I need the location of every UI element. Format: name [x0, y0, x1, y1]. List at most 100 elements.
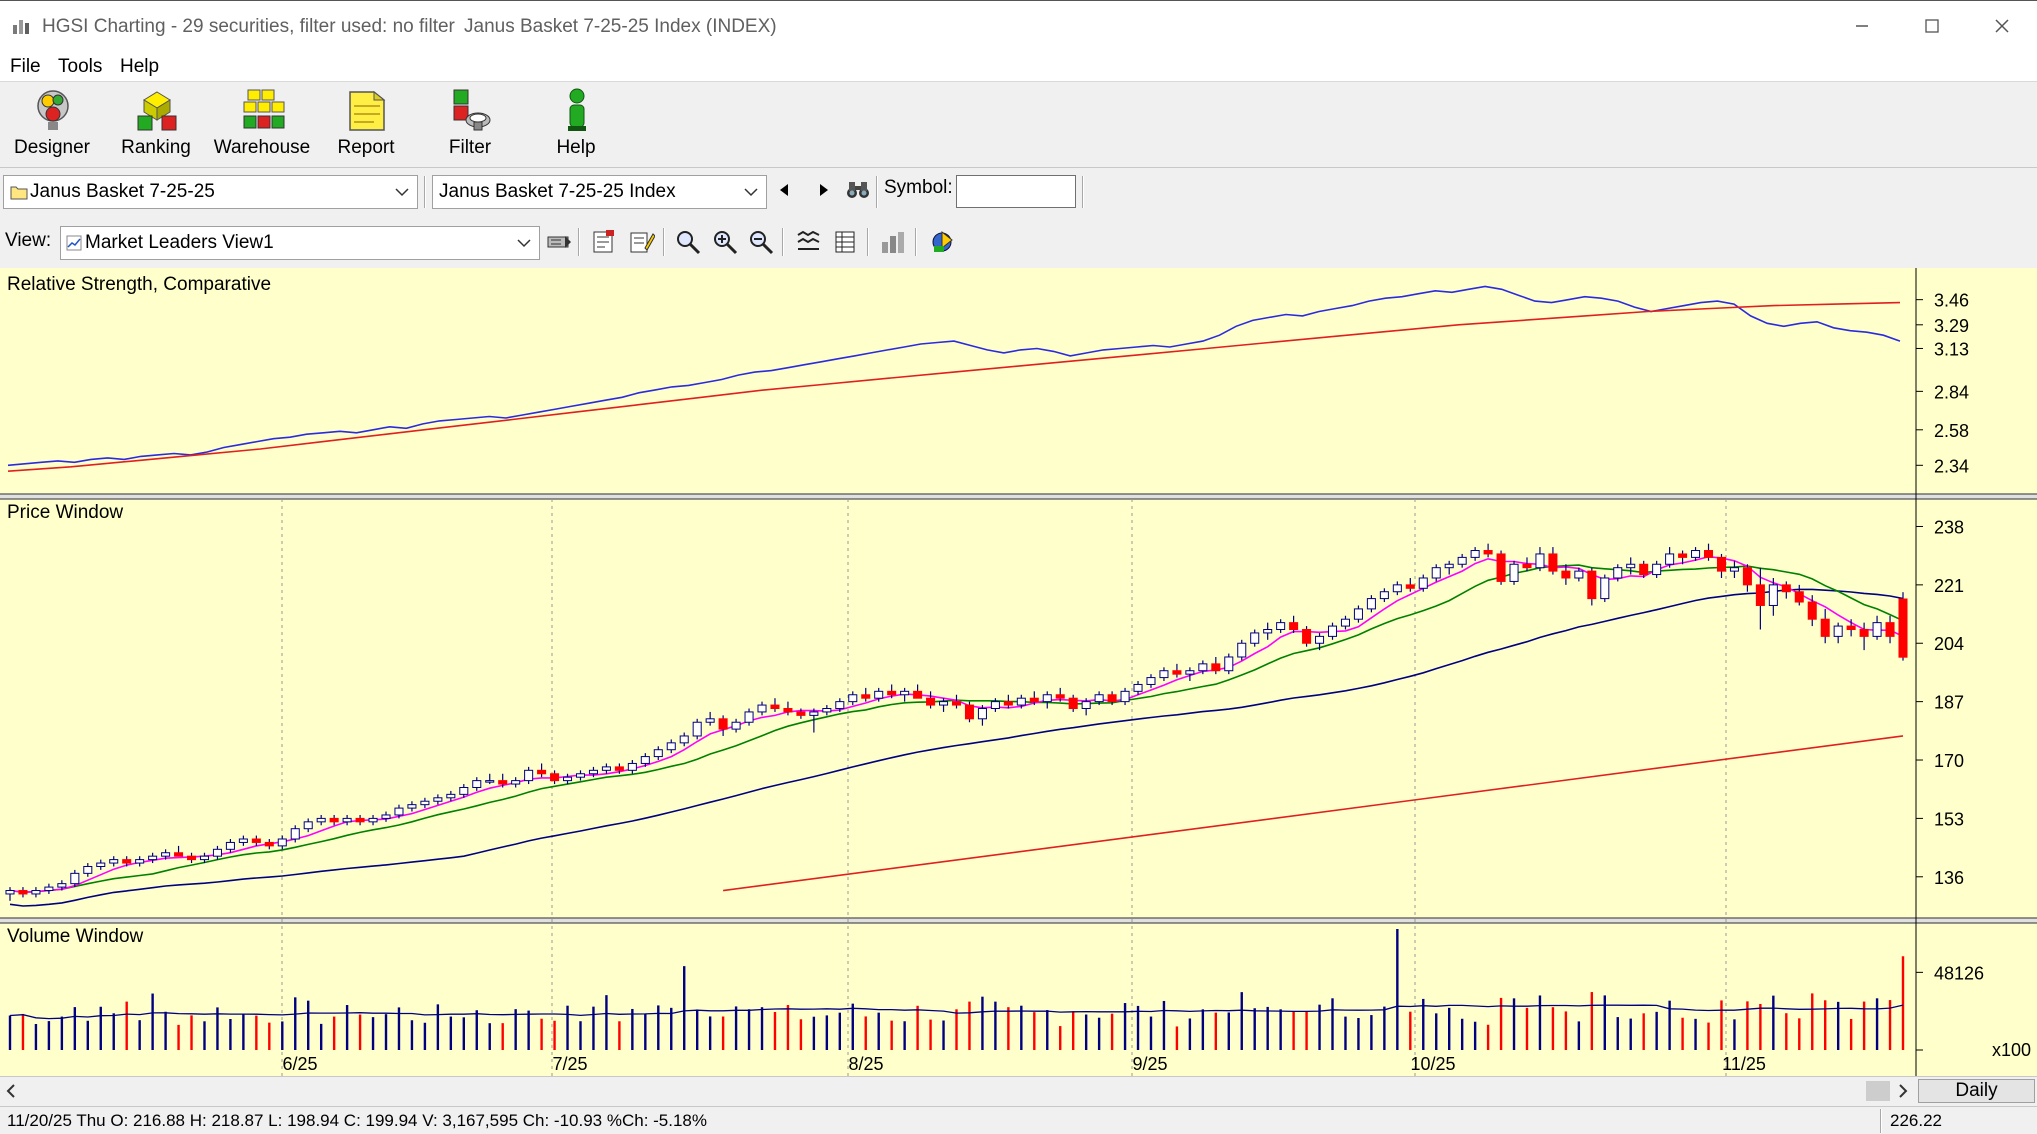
- next-security-icon[interactable]: [814, 180, 832, 200]
- candle-body: [498, 780, 508, 785]
- bar-chart-icon[interactable]: [879, 228, 907, 256]
- report-button[interactable]: Report: [316, 82, 416, 168]
- candle-body: [887, 690, 897, 696]
- candle-body: [1003, 701, 1013, 706]
- candle-body: [1781, 584, 1791, 593]
- month-label: 10/25: [1410, 1054, 1455, 1074]
- view-options-icon[interactable]: [545, 228, 573, 256]
- designer-label: Designer: [13, 137, 91, 158]
- minimize-icon: [1856, 25, 1868, 27]
- menu-bar: File Tools Help: [0, 52, 2037, 82]
- ranking-button[interactable]: Ranking: [106, 82, 206, 168]
- candle-body: [588, 769, 598, 775]
- maximize-button[interactable]: [1897, 1, 1967, 51]
- candle-body: [1289, 622, 1299, 631]
- volume-tick-label: 48126: [1934, 963, 1984, 983]
- candle-body: [1444, 563, 1454, 569]
- menu-tools[interactable]: Tools: [58, 56, 103, 77]
- candle-body: [433, 797, 443, 802]
- candle-body: [796, 711, 806, 716]
- symbol-input[interactable]: [956, 175, 1076, 208]
- candle-body: [1496, 553, 1506, 582]
- wave-lines-icon[interactable]: [795, 228, 823, 256]
- candle-body: [705, 718, 715, 723]
- candle-body: [511, 780, 521, 785]
- candle-body: [575, 773, 586, 778]
- candle-body: [874, 690, 884, 699]
- candle-body: [1522, 563, 1532, 569]
- candle-body: [472, 780, 482, 788]
- rs-tick-label: 3.46: [1934, 291, 1969, 311]
- candle-body: [718, 718, 728, 730]
- scroll-thumb[interactable]: [1866, 1081, 1890, 1101]
- candle-body: [1613, 567, 1623, 579]
- security-dropdown[interactable]: Janus Basket 7-25-25 Index: [432, 175, 767, 209]
- candle-body: [1172, 670, 1182, 675]
- candle-body: [1353, 608, 1363, 620]
- export-icon[interactable]: [928, 228, 956, 256]
- candle-body: [329, 817, 339, 823]
- zoom-icon[interactable]: [674, 228, 702, 256]
- help-button[interactable]: Help: [526, 82, 626, 168]
- period-button[interactable]: Daily: [1918, 1079, 2035, 1103]
- close-button[interactable]: [1967, 1, 2037, 51]
- candle-body: [614, 766, 624, 771]
- separator: [915, 228, 917, 256]
- candle-body: [1509, 563, 1519, 582]
- candle-body: [1405, 584, 1415, 589]
- window-title: HGSI Charting - 29 securities, filter us…: [42, 16, 455, 37]
- candle-body: [1548, 553, 1558, 572]
- candle-body: [1898, 598, 1908, 658]
- candle-body: [1703, 550, 1714, 558]
- designer-button[interactable]: Designer: [2, 82, 102, 168]
- candle-body: [459, 786, 469, 795]
- candle-body: [990, 701, 1000, 709]
- zoom-out-icon[interactable]: [747, 228, 775, 256]
- app-icon: [13, 20, 29, 34]
- candle-body: [485, 780, 495, 783]
- candle-body: [1678, 553, 1688, 558]
- candle-body: [1483, 550, 1493, 555]
- chart-scrollbar[interactable]: Daily: [0, 1076, 2037, 1106]
- scroll-left-icon[interactable]: [4, 1083, 18, 1099]
- volume-multiplier-label: x100: [1992, 1040, 2031, 1060]
- candle-body: [666, 742, 676, 751]
- candle-body: [550, 773, 560, 782]
- rs-tick-label: 3.13: [1934, 339, 1969, 359]
- candle-body: [524, 769, 534, 782]
- binoculars-icon[interactable]: [845, 178, 871, 202]
- chart-canvas: 3.46 3.29 3.13 2.84 2.58 2.34 238 221 204 187 170 1…: [0, 268, 2037, 1076]
- basket-dropdown[interactable]: Janus Basket 7-25-25: [3, 175, 418, 209]
- candle-body: [1639, 563, 1649, 576]
- minimize-button[interactable]: [1827, 1, 1897, 51]
- zoom-in-icon[interactable]: [711, 228, 739, 256]
- scroll-right-icon[interactable]: [1896, 1083, 1910, 1099]
- warehouse-button[interactable]: Warehouse: [212, 82, 312, 168]
- view-dropdown[interactable]: Market Leaders View1: [60, 226, 540, 260]
- chart-properties-icon[interactable]: [590, 228, 618, 256]
- folder-icon: [10, 186, 28, 200]
- menu-help[interactable]: Help: [120, 56, 160, 77]
- candle-body: [1626, 563, 1636, 569]
- candle-body: [744, 711, 754, 723]
- candle-body: [1029, 697, 1039, 703]
- menu-file[interactable]: File: [10, 56, 41, 77]
- candle-body: [407, 804, 417, 809]
- filter-button[interactable]: Filter: [420, 82, 520, 168]
- candle-body: [1729, 567, 1739, 572]
- candle-body: [161, 852, 171, 857]
- month-label: 8/25: [848, 1054, 883, 1074]
- candle-body: [770, 704, 780, 710]
- candle-body: [57, 883, 67, 888]
- candle-body: [5, 890, 15, 895]
- chart-area[interactable]: 3.46 3.29 3.13 2.84 2.58 2.34 238 221 204 187 170 1…: [0, 268, 2037, 1076]
- month-label: 7/25: [552, 1054, 587, 1074]
- candle-body: [1457, 556, 1467, 565]
- report-label: Report: [337, 137, 395, 158]
- candle-body: [135, 859, 145, 864]
- data-table-icon[interactable]: [832, 228, 860, 256]
- previous-security-icon[interactable]: [776, 180, 794, 200]
- edit-indicators-icon[interactable]: [627, 228, 655, 256]
- ma-short-line: [9, 555, 1904, 894]
- ma-long-line: [9, 588, 1904, 907]
